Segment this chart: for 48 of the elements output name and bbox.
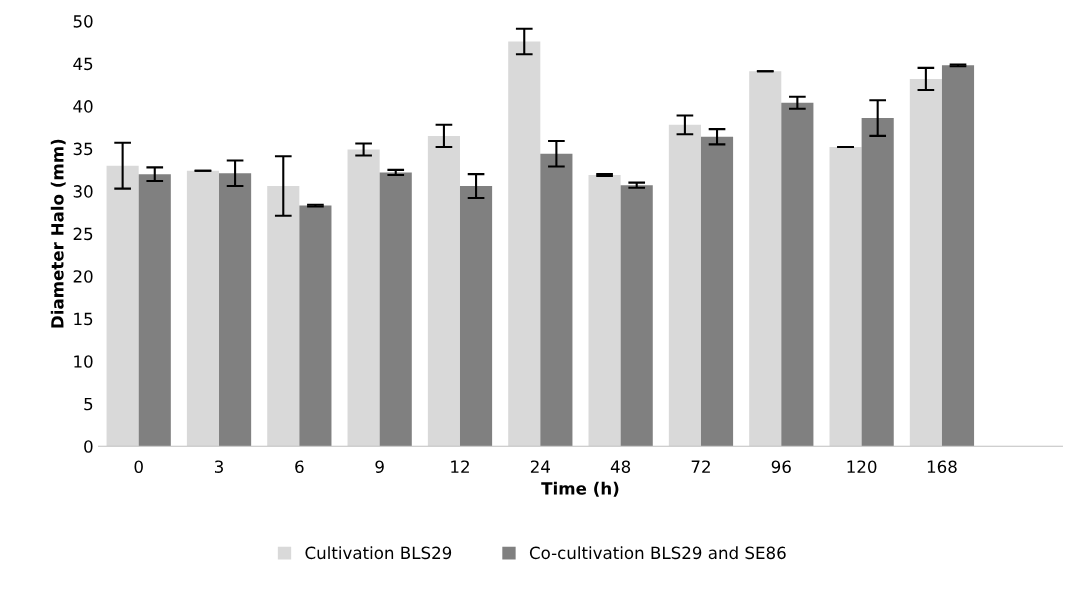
y-tick-label: 30 [73, 185, 93, 198]
bar [347, 149, 380, 447]
bar [219, 173, 252, 447]
legend-label: Cultivation BLS29 [305, 546, 452, 560]
bar [267, 186, 300, 447]
bar [588, 175, 621, 447]
bar [138, 174, 171, 447]
bar [379, 172, 412, 447]
y-tick-label: 15 [74, 312, 93, 326]
bar [749, 71, 782, 447]
y-tick-label: 20 [73, 270, 93, 283]
x-tick-label: 24 [530, 460, 550, 473]
bar [299, 205, 332, 447]
y-axis-title: Diameter Halo (mm) [50, 139, 66, 328]
bar [941, 65, 975, 447]
x-tick-label: 6 [295, 460, 304, 474]
x-tick-label: 9 [375, 460, 384, 474]
bar [700, 136, 734, 447]
x-tick-label: 12 [451, 460, 469, 473]
bar [459, 186, 493, 447]
y-tick-label: 40 [73, 100, 93, 113]
x-tick-label: 96 [771, 460, 791, 474]
x-tick-label: 168 [927, 460, 957, 474]
bar [186, 170, 220, 447]
bar [829, 146, 862, 447]
x-tick-label: 120 [847, 460, 877, 474]
bar [861, 118, 894, 447]
bar [106, 165, 139, 447]
x-tick-label: 3 [214, 460, 223, 474]
bar [909, 78, 942, 447]
y-tick-label: 10 [74, 355, 93, 368]
y-tick-label: 5 [84, 397, 93, 411]
x-tick-label: 48 [610, 460, 631, 474]
y-tick-label: 25 [73, 227, 93, 241]
bar [427, 135, 460, 447]
y-tick-label: 0 [84, 440, 93, 453]
bar [781, 102, 814, 447]
bar [540, 153, 573, 447]
bar [508, 41, 541, 447]
y-tick-label: 50 [73, 15, 93, 28]
bar [620, 185, 653, 447]
bar [668, 124, 701, 447]
x-axis-title: Time (h) [541, 481, 619, 497]
x-tick-label: 0 [134, 460, 143, 474]
legend-label: Co-cultivation BLS29 and SE86 [529, 546, 786, 560]
x-tick-label: 72 [691, 460, 710, 473]
y-tick-label: 45 [73, 57, 93, 71]
y-tick-label: 35 [73, 142, 93, 156]
